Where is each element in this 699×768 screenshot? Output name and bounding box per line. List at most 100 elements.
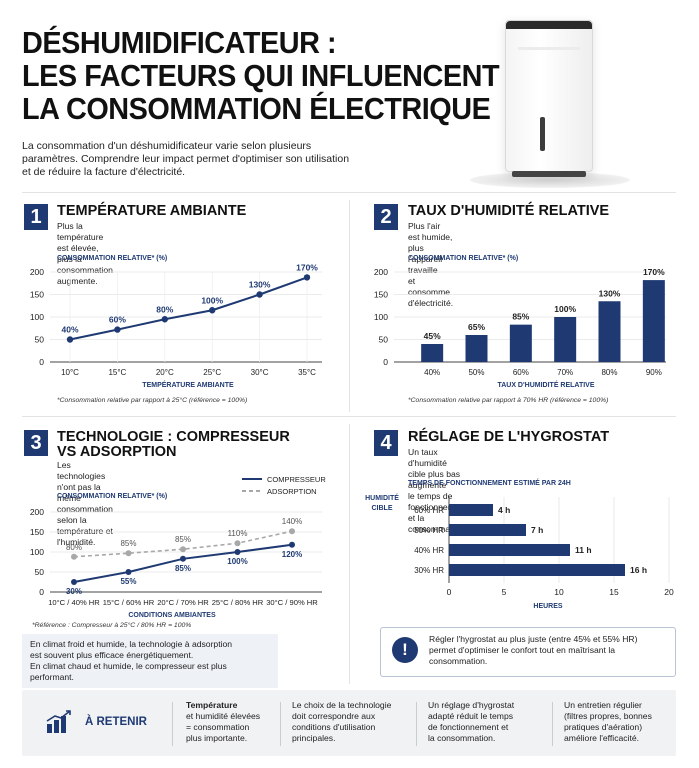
- x-axis-label: HEURES: [533, 603, 563, 610]
- device-shadow: [470, 172, 630, 188]
- y-tick-label: 50: [35, 567, 45, 577]
- divider: [172, 702, 173, 746]
- title-line: VS ADSORPTION: [57, 444, 177, 460]
- takeaway-line: (filtres propres, bonnes: [564, 711, 652, 721]
- data-point: [161, 316, 168, 323]
- x-tick-label: 15°C / 60% HR: [103, 598, 155, 607]
- section-desc: Plus la température est élevée, plus la …: [57, 221, 113, 287]
- data-label: 85%: [512, 312, 529, 322]
- section-number: 4: [374, 430, 398, 456]
- title-line: TECHNOLOGIE : COMPRESSEUR: [57, 429, 290, 445]
- x-tick-label: 20°C: [156, 368, 174, 377]
- desc-line: le temps de fonctionnement et la consomm…: [408, 491, 467, 534]
- x-axis-label: TEMPÉRATURE AMBIANTE: [142, 380, 234, 389]
- data-point: [209, 307, 216, 314]
- takeaway-line: doit correspondre aux: [292, 711, 376, 721]
- chart-note: *Consommation relative par rapport à 70%…: [408, 397, 609, 404]
- data-label: 130%: [249, 280, 271, 290]
- title-line: LA CONSOMMATION ÉLECTRIQUE: [22, 91, 491, 126]
- takeaway-line: conditions d'utilisation: [292, 722, 376, 732]
- data-point: [114, 326, 121, 333]
- chart-title: TEMPS DE FONCTIONNEMENT ESTIMÉ PAR 24H: [408, 480, 571, 487]
- data-label: 7 h: [531, 525, 543, 535]
- x-tick-label: 10°C: [61, 368, 79, 377]
- tip-text: Régler l'hygrostat au plus juste (entre …: [429, 634, 669, 667]
- intro-text: La consommation d'un déshumidificateur v…: [22, 140, 350, 178]
- x-tick-label: 80%: [601, 368, 617, 377]
- bar: [449, 564, 625, 576]
- chart-hygrostat: 0 5 10 15 20 4 h 60% HR 7 h 50% HR 11 h 40% HR 16 h…: [414, 497, 674, 610]
- y-tick-label: 30% HR: [414, 566, 444, 575]
- x-axis-label: CONDITIONS AMBIANTES: [128, 612, 216, 619]
- callout-line: est souvent plus efficace énergétiquemen…: [30, 650, 194, 660]
- section-number: 1: [24, 204, 48, 230]
- data-label: 100%: [554, 304, 576, 314]
- takeaway-item: Un réglage d'hygrostat adapté réduit le …: [428, 700, 548, 744]
- device-window: [540, 117, 545, 151]
- data-label: 4 h: [498, 505, 510, 515]
- divider: [22, 416, 676, 417]
- data-label: 170%: [643, 267, 665, 277]
- tip-line: Régler l'hygrostat au plus juste (entre …: [429, 634, 638, 644]
- data-point: [289, 528, 295, 535]
- data-point: [234, 549, 241, 555]
- divider: [349, 424, 350, 684]
- data-point: [303, 274, 311, 281]
- chart-technology: 0 50 100 150 200 30% 55% 85% 100% 120% COMPRESSEUR…: [30, 475, 327, 619]
- divider: [280, 702, 281, 746]
- data-point: [256, 291, 263, 298]
- y-tick-label: 50% HR: [414, 526, 444, 535]
- y-tick-label: 200: [30, 507, 44, 517]
- exclamation-icon: !: [392, 637, 418, 663]
- data-point: [125, 550, 132, 557]
- takeaway-item: Température et humidité élevées = consom…: [186, 700, 276, 744]
- data-label: 11 h: [575, 545, 592, 555]
- takeaway-item: Le choix de la technologie doit correspo…: [292, 700, 412, 744]
- divider: [22, 192, 676, 193]
- callout-line: En climat chaud et humide, le compresseu…: [30, 661, 227, 682]
- y-tick-label: 150: [374, 290, 388, 300]
- takeaway-line: = consommation: [186, 722, 250, 732]
- data-label: 30%: [66, 587, 82, 596]
- bar: [642, 280, 665, 362]
- x-tick-label: 15: [609, 587, 619, 597]
- bar: [554, 317, 577, 362]
- data-point: [71, 579, 77, 585]
- desc-line: Les technologies n'ont pas la même conso…: [57, 460, 113, 514]
- takeaway-line: la consommation.: [428, 733, 496, 743]
- x-tick-label: 20°C / 70% HR: [157, 598, 209, 607]
- x-tick-label: 30°C / 90% HR: [266, 598, 318, 607]
- y-tick-label: 100: [30, 312, 44, 322]
- desc-line: selon la température et l'humidité.: [57, 515, 113, 547]
- data-label: 100%: [227, 557, 247, 566]
- title-line: LES FACTEURS QUI INFLUENCENT: [22, 58, 500, 93]
- desc-line: plus la consommation augmente.: [57, 254, 113, 286]
- takeaway-line: adapté réduit le temps: [428, 711, 514, 721]
- chart-note: *Consommation relative par rapport à 25°…: [57, 397, 248, 404]
- y-tick-label: 0: [383, 357, 388, 367]
- technology-callout: En climat froid et humide, la technologi…: [22, 634, 278, 688]
- section-desc: Plus l'air est humide, plus l'appareil t…: [408, 221, 453, 309]
- y-tick-label: 60% HR: [414, 506, 444, 515]
- device-lid: [506, 21, 592, 29]
- takeaway-line: plus importante.: [186, 733, 248, 743]
- section-title: TAUX D'HUMIDITÉ RELATIVE: [408, 203, 610, 219]
- legend-label: COMPRESSEUR: [267, 475, 326, 484]
- takeaway-item: Un entretien régulier (filtres propres, …: [564, 700, 672, 744]
- y-tick-label: 0: [39, 357, 44, 367]
- x-tick-label: 10°C / 40% HR: [48, 598, 100, 607]
- y-tick-label: 100: [374, 312, 388, 322]
- y-tick-label: 150: [30, 527, 44, 537]
- takeaway-line: Un entretien régulier: [564, 700, 642, 710]
- tip-line: permet d'optimiser le confort tout en ma…: [429, 645, 616, 655]
- x-axis-label: TAUX D'HUMIDITÉ RELATIVE: [497, 380, 594, 389]
- y-tick-label: 50: [35, 335, 45, 345]
- data-point: [180, 546, 186, 553]
- data-label: 85%: [175, 564, 191, 573]
- takeaway-line: et humidité élevées: [186, 711, 261, 721]
- section-title: TEMPÉRATURE AMBIANTE: [57, 203, 247, 219]
- data-label: 40%: [61, 325, 78, 335]
- takeaway-bold: Température: [186, 700, 238, 710]
- bar: [509, 324, 532, 362]
- bar: [449, 524, 526, 536]
